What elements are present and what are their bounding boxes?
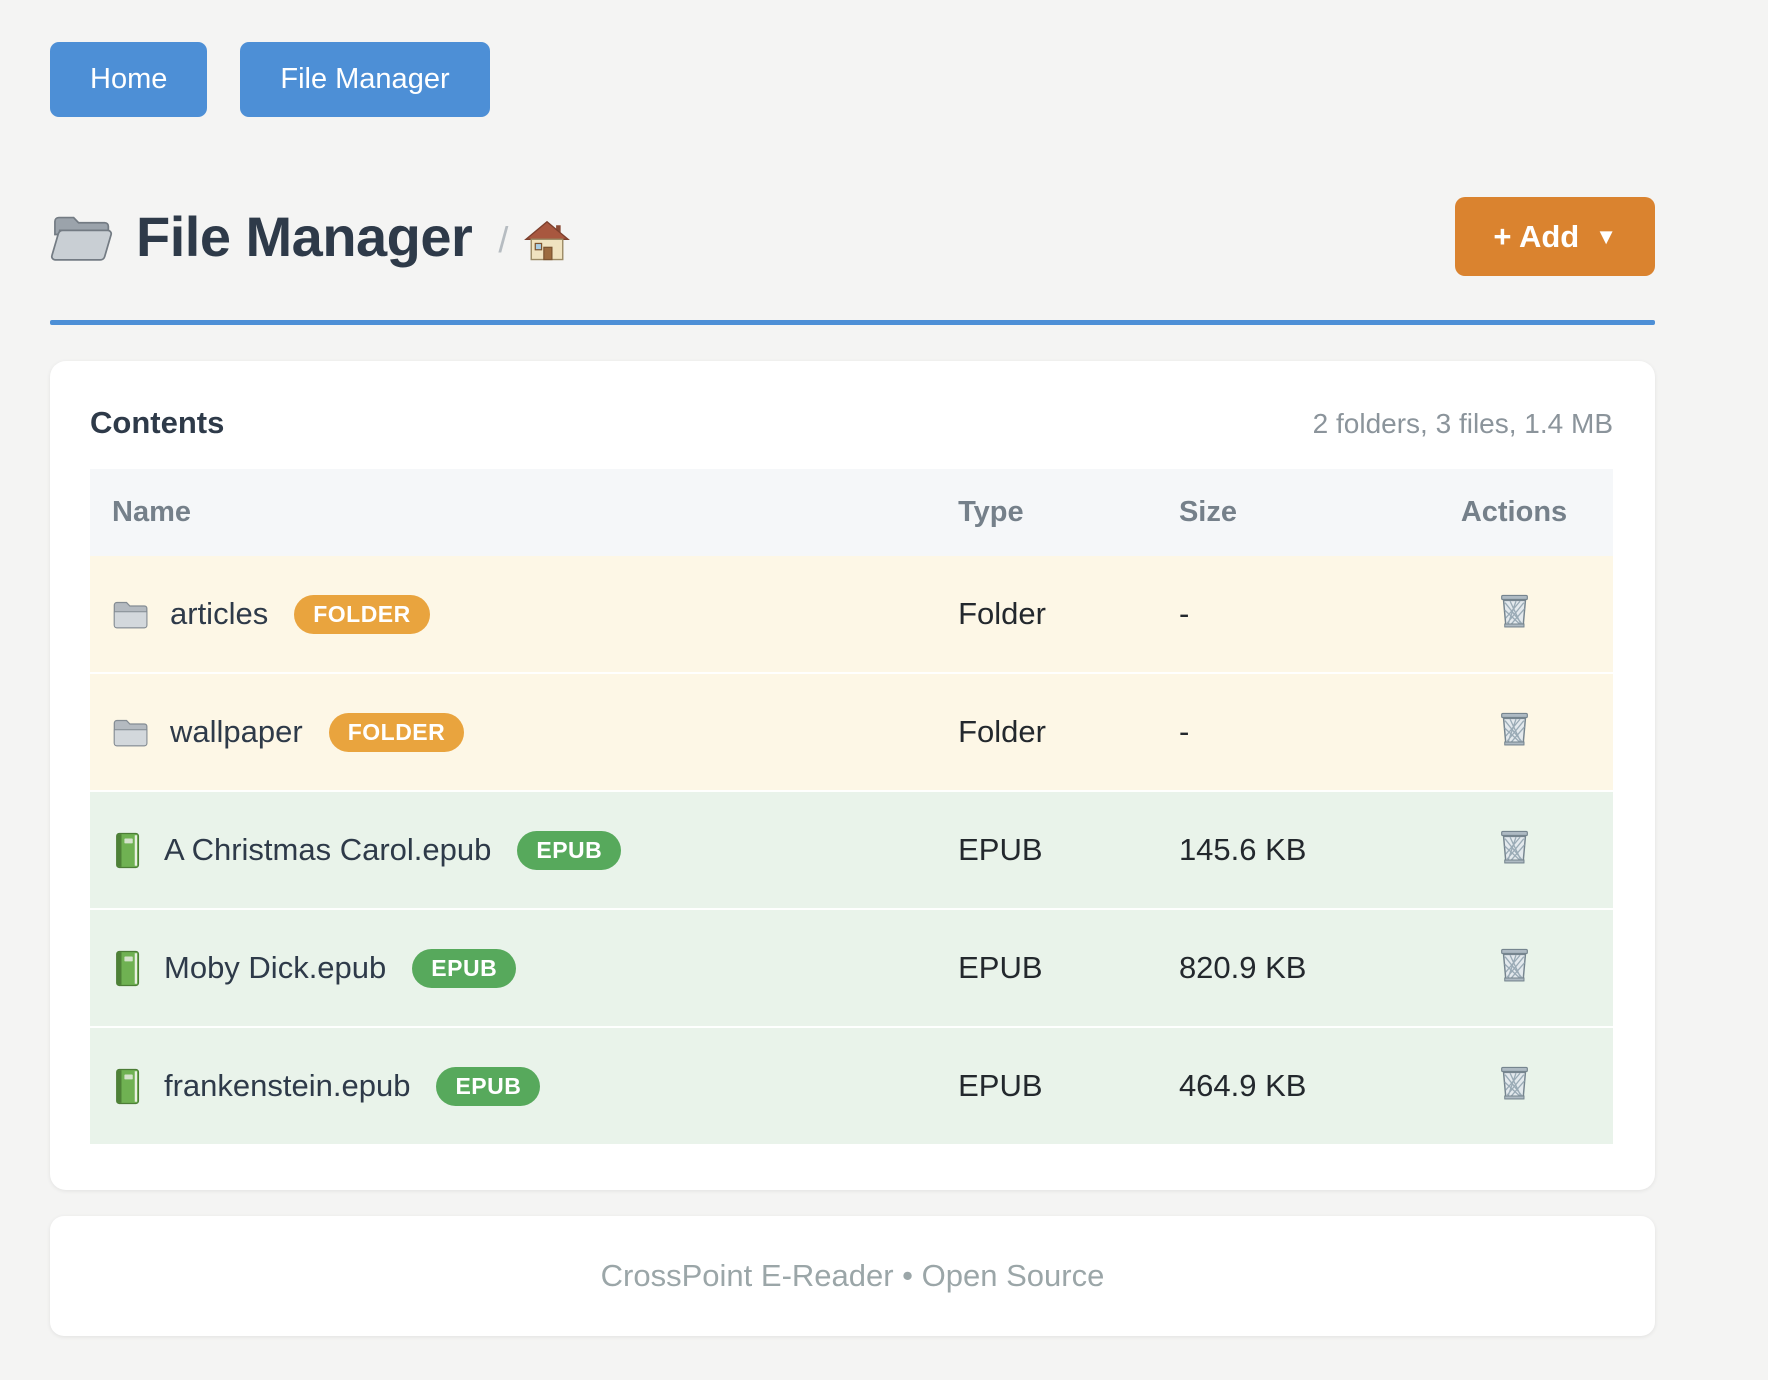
column-header-type: Type xyxy=(958,469,1179,556)
delete-button[interactable] xyxy=(1497,1063,1532,1101)
table-row-frankenstein: frankenstein.epub EPUB EPUB 464.9 KB xyxy=(90,1026,1613,1144)
item-name-link[interactable]: A Christmas Carol.epub xyxy=(164,832,492,867)
folder-icon xyxy=(112,599,149,630)
delete-button[interactable] xyxy=(1497,945,1532,983)
footer: CrossPoint E-Reader • Open Source xyxy=(50,1216,1655,1336)
delete-button[interactable] xyxy=(1497,591,1532,629)
footer-text: CrossPoint E-Reader • Open Source xyxy=(600,1258,1105,1293)
trash-icon xyxy=(1497,709,1532,747)
epub-book-icon xyxy=(112,950,143,987)
add-button-label: + Add xyxy=(1493,219,1580,254)
actions-cell xyxy=(1415,672,1613,791)
item-name-link[interactable]: Moby Dick.epub xyxy=(164,950,387,985)
nav-home-button[interactable]: Home xyxy=(50,42,208,117)
name-cell: frankenstein.epub EPUB xyxy=(90,1026,959,1144)
name-cell: Moby Dick.epub EPUB xyxy=(90,908,959,1027)
trash-icon xyxy=(1497,945,1532,983)
table-row-articles: articles FOLDER Folder - xyxy=(90,556,1613,673)
table-header-row: Name Type Size Actions xyxy=(90,469,1613,556)
type-cell: Folder xyxy=(958,672,1179,791)
type-cell: EPUB xyxy=(958,1026,1179,1144)
size-cell: 820.9 KB xyxy=(1178,908,1415,1027)
home-icon xyxy=(524,220,570,262)
epub-book-icon xyxy=(112,1068,143,1105)
page-header: File Manager / + Add ▼ xyxy=(50,197,1655,276)
size-cell: 145.6 KB xyxy=(1178,790,1415,909)
caret-down-icon: ▼ xyxy=(1595,223,1617,249)
epub-book-icon xyxy=(112,832,143,869)
actions-cell xyxy=(1415,790,1613,909)
trash-icon xyxy=(1497,827,1532,865)
trash-icon xyxy=(1497,1063,1532,1101)
contents-card: Contents 2 folders, 3 files, 1.4 MB Name… xyxy=(50,361,1655,1190)
item-name-link[interactable]: frankenstein.epub xyxy=(164,1068,411,1103)
size-cell: 464.9 KB xyxy=(1178,1026,1415,1144)
file-table: Name Type Size Actions articles FOLDER xyxy=(90,469,1613,1144)
breadcrumb-separator: / xyxy=(498,218,509,260)
epub-badge: EPUB xyxy=(517,830,622,870)
page-title: File Manager xyxy=(136,205,473,268)
delete-button[interactable] xyxy=(1497,709,1532,747)
epub-badge: EPUB xyxy=(412,948,517,988)
nav-file-manager-button[interactable]: File Manager xyxy=(240,42,490,117)
name-cell: A Christmas Carol.epub EPUB xyxy=(90,790,959,909)
column-header-actions: Actions xyxy=(1415,469,1613,556)
table-row-wallpaper: wallpaper FOLDER Folder - xyxy=(90,672,1613,791)
folder-badge: FOLDER xyxy=(328,712,465,752)
table-row-moby-dick: Moby Dick.epub EPUB EPUB 820.9 KB xyxy=(90,908,1613,1027)
name-cell: articles FOLDER xyxy=(90,556,958,673)
size-cell: - xyxy=(1178,596,1190,631)
add-button[interactable]: + Add ▼ xyxy=(1455,197,1655,276)
trash-icon xyxy=(1497,591,1532,629)
breadcrumb-home-link[interactable] xyxy=(524,220,570,262)
folder-badge: FOLDER xyxy=(294,594,430,634)
folder-icon xyxy=(112,717,149,748)
type-cell: EPUB xyxy=(958,908,1179,1027)
header-divider xyxy=(50,320,1655,325)
top-nav: Home File Manager xyxy=(50,0,1655,117)
contents-summary: 2 folders, 3 files, 1.4 MB xyxy=(1312,408,1613,439)
item-name-link[interactable]: articles xyxy=(170,596,269,631)
actions-cell xyxy=(1415,1026,1613,1144)
table-row-christmas-carol: A Christmas Carol.epub EPUB EPUB 145.6 K… xyxy=(90,790,1613,909)
open-folder-icon xyxy=(50,211,114,263)
epub-badge: EPUB xyxy=(436,1066,541,1106)
delete-button[interactable] xyxy=(1497,827,1532,865)
page-container: Home File Manager File Manager / + Add ▼… xyxy=(50,0,1655,1336)
contents-title: Contents xyxy=(90,405,225,440)
name-cell: wallpaper FOLDER xyxy=(90,672,959,791)
column-header-size: Size xyxy=(1178,469,1415,556)
column-header-name: Name xyxy=(90,469,959,556)
type-cell: Folder xyxy=(958,596,1046,631)
size-cell: - xyxy=(1178,672,1415,791)
contents-card-header: Contents 2 folders, 3 files, 1.4 MB xyxy=(90,405,1613,441)
type-cell: EPUB xyxy=(958,790,1179,909)
actions-cell xyxy=(1415,908,1613,1027)
item-name-link[interactable]: wallpaper xyxy=(170,714,303,749)
actions-cell xyxy=(1415,556,1613,673)
title-group: File Manager / xyxy=(50,204,570,269)
